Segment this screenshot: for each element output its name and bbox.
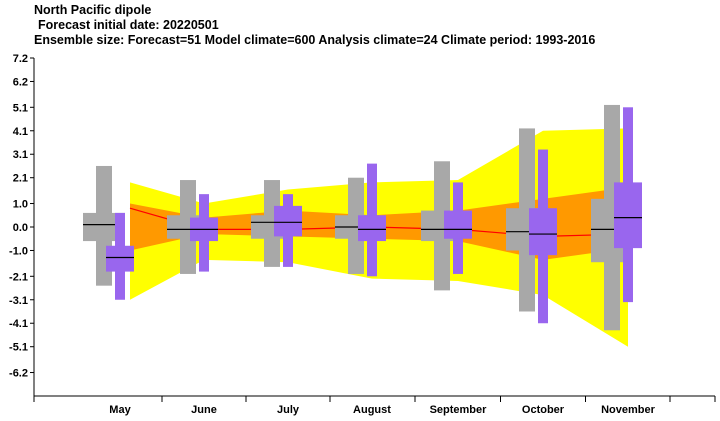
y-tick-label: -3.1	[9, 295, 28, 307]
y-tick-label: -4.1	[9, 318, 28, 330]
forecast-box-july-box	[274, 205, 302, 237]
y-tick-label: 4.1	[13, 126, 28, 138]
x-tick-label: July	[277, 404, 300, 416]
chart-subtitle: Forecast initial date: 20220501	[38, 18, 219, 32]
forecast-box-august	[358, 163, 386, 277]
forecast-box-october-box	[529, 208, 557, 256]
x-tick-label: September	[430, 404, 488, 416]
y-tick-label: 6.2	[13, 76, 28, 88]
climate-box-november	[591, 104, 633, 331]
y-tick-label: -6.2	[9, 368, 28, 380]
y-tick-label: -1.0	[9, 245, 28, 257]
y-tick-label: 5.1	[13, 102, 28, 114]
y-tick-label: 2.1	[13, 173, 28, 185]
y-tick-label: 7.2	[13, 53, 28, 65]
forecast-box-september-box	[444, 210, 472, 239]
forecast-box-june	[190, 194, 218, 272]
x-tick-label: October	[522, 404, 565, 416]
forecast-box-may-box	[106, 245, 134, 272]
x-tick-label: June	[191, 404, 217, 416]
forecast-box-september	[444, 182, 472, 274]
forecast-box-july	[274, 194, 302, 267]
box-group	[83, 104, 642, 331]
forecast-box-august-box	[358, 215, 386, 242]
y-tick-label: 0.0	[13, 222, 28, 234]
y-tick-label: -2.1	[9, 271, 28, 283]
forecast-box-may	[106, 212, 134, 300]
chart-title: North Pacific dipole	[34, 3, 152, 17]
forecast-box-november	[614, 107, 642, 303]
y-tick-label: -5.1	[9, 342, 28, 354]
axes: 7.2 6.2 5.1 4.1 3.1 2.1 1.0 0.0 -1.0 -2.1 -3.1 -4.1…	[9, 53, 716, 416]
forecast-box-october	[529, 149, 557, 324]
chart-ensemble-info: Ensemble size: Forecast=51 Model climate…	[34, 33, 596, 47]
x-tick-label: November	[601, 404, 656, 416]
x-tick-label: August	[353, 404, 391, 416]
forecast-box-november-box	[614, 182, 642, 249]
y-tick-label: 3.1	[13, 149, 28, 161]
chart-title-block: North Pacific dipole Forecast initial da…	[34, 3, 595, 48]
y-tick-label: 1.0	[13, 199, 28, 211]
x-tick-label: May	[109, 404, 131, 416]
